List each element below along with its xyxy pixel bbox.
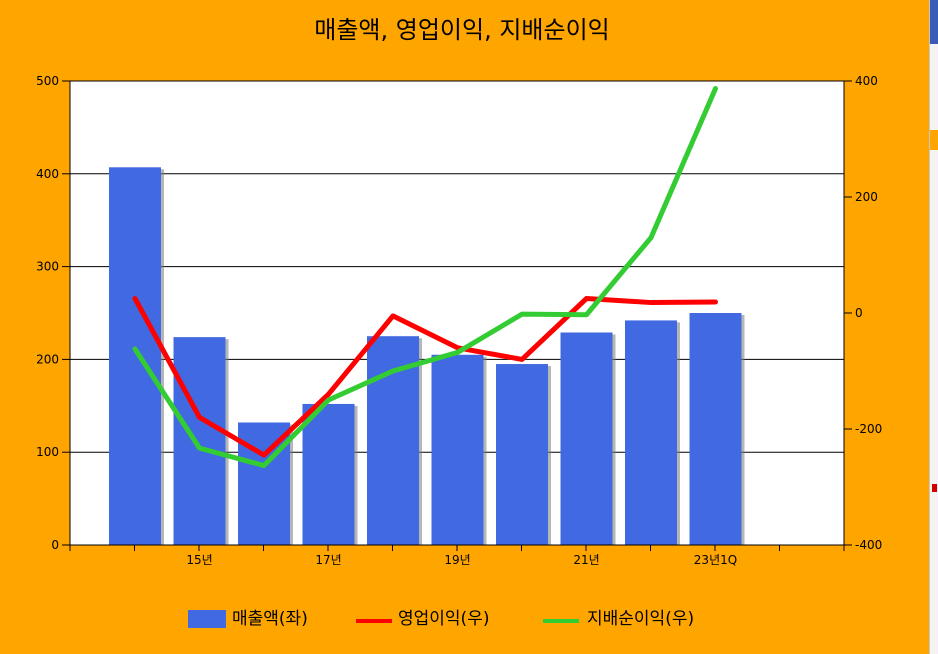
y-left-tick-label: 0 xyxy=(51,538,59,552)
legend: 매출액(좌) 영업이익(우) 지배순이익(우) xyxy=(188,609,694,629)
y-left-tick-label: 100 xyxy=(36,445,59,459)
bar xyxy=(560,332,613,545)
x-tick-label: 19년 xyxy=(444,553,470,567)
series-line xyxy=(132,296,718,458)
y-left-tick-label: 400 xyxy=(36,167,59,181)
y-left-tick-label: 300 xyxy=(36,260,59,274)
legend-label: 영업이익(우) xyxy=(398,609,489,629)
adjacent-window-edge xyxy=(929,0,938,654)
legend-label: 지배순이익(우) xyxy=(587,609,694,629)
bar xyxy=(625,320,677,545)
y-left-tick-label: 200 xyxy=(36,352,59,366)
series-line xyxy=(132,86,718,469)
bar xyxy=(689,313,742,545)
y-right-tick-label: 400 xyxy=(855,74,878,88)
adjacent-window-band xyxy=(930,130,938,150)
y-right-tick-label: -200 xyxy=(855,422,882,436)
bar xyxy=(496,364,548,545)
y-right-tick-label: 200 xyxy=(855,190,878,204)
x-tick-label: 15년 xyxy=(186,553,212,567)
chart-title: 매출액, 영업이익, 지배순이익 xyxy=(314,16,609,44)
x-tick-label: 21년 xyxy=(573,553,599,567)
bar xyxy=(302,403,355,545)
bar xyxy=(431,354,484,545)
y-right-tick-label: -400 xyxy=(855,538,882,552)
adjacent-window-titlebar xyxy=(930,0,938,44)
line-series xyxy=(132,86,718,469)
bar xyxy=(173,337,226,545)
adjacent-window-marker xyxy=(932,484,937,492)
x-tick-label: 17년 xyxy=(315,553,341,567)
bar xyxy=(109,167,161,545)
bar-series xyxy=(109,167,745,545)
x-tick-label: 23년1Q xyxy=(694,553,737,567)
y-left-tick-label: 500 xyxy=(36,74,59,88)
legend-label: 매출액(좌) xyxy=(232,609,308,629)
axes: 0 100 200 300 400 500 -400 -200 0 200 400 15년 17년 19년… xyxy=(36,74,882,567)
legend-swatch xyxy=(188,610,226,628)
y-right-tick-label: 0 xyxy=(855,306,863,320)
